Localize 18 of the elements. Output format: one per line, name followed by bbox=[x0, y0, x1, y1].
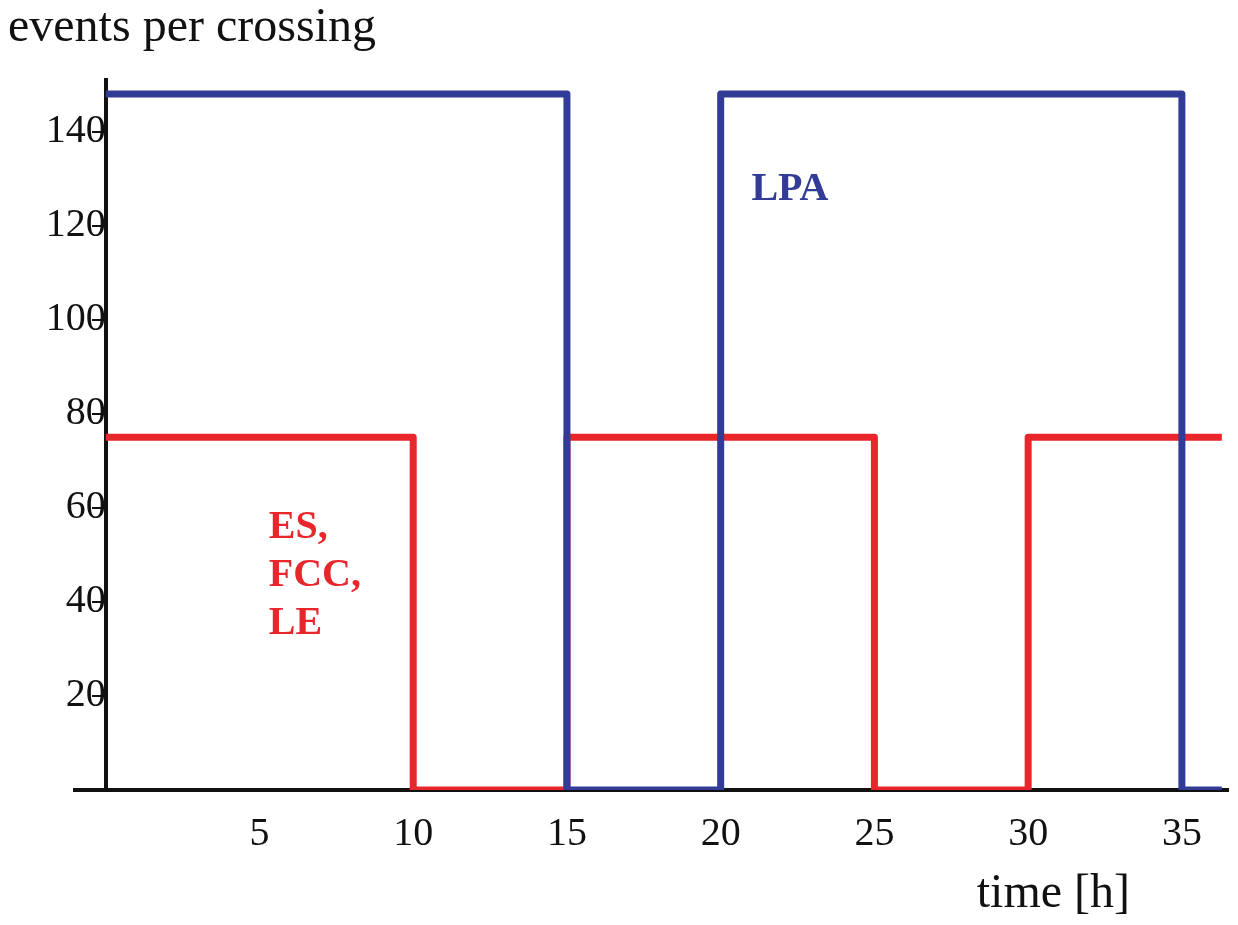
x-tick-label: 30 bbox=[1008, 808, 1049, 854]
x-tick-label: 20 bbox=[700, 808, 741, 854]
y-tick-label: 60 bbox=[65, 482, 106, 528]
x-axis-title: time [h] bbox=[976, 863, 1130, 917]
x-tick-label: 10 bbox=[393, 808, 434, 854]
y-axis-title: events per crossing bbox=[8, 0, 376, 51]
x-tick-label: 15 bbox=[546, 808, 587, 854]
y-tick-label: 40 bbox=[65, 576, 106, 622]
y-tick-label: 20 bbox=[65, 670, 106, 716]
series-label: LPA bbox=[751, 163, 829, 209]
y-tick-label: 140 bbox=[45, 106, 106, 152]
y-tick-label: 100 bbox=[45, 294, 106, 340]
y-tick-label: 120 bbox=[45, 200, 106, 246]
x-tick-label: 25 bbox=[854, 808, 895, 854]
y-tick-label: 80 bbox=[65, 388, 106, 434]
x-tick-label: 35 bbox=[1161, 808, 1202, 854]
series-label: ES, FCC, LE bbox=[268, 502, 361, 644]
x-tick-label: 5 bbox=[249, 808, 270, 854]
